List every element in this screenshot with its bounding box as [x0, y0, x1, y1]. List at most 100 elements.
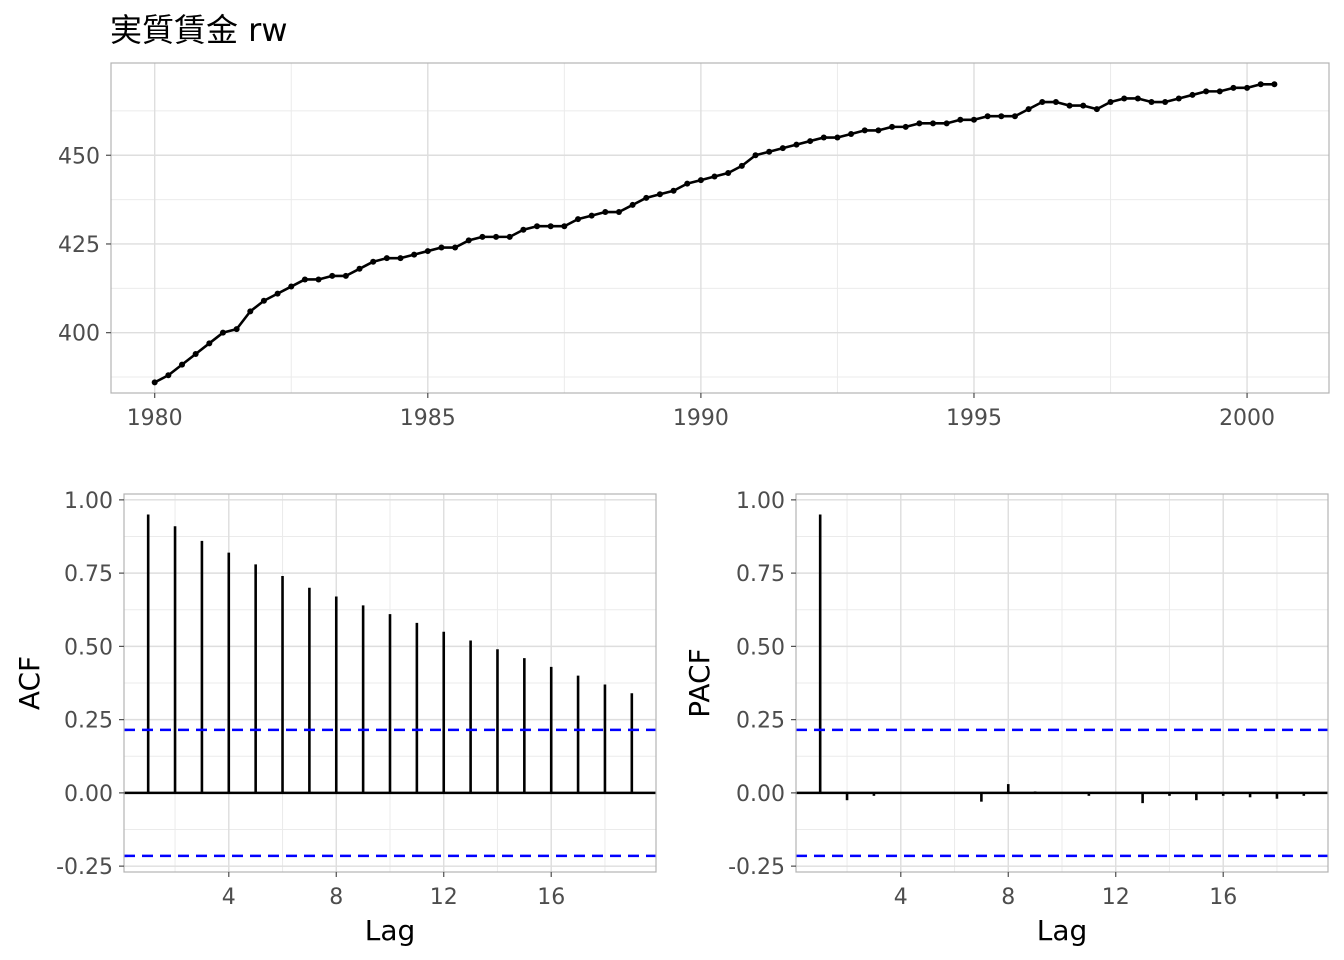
x-tick-label: 4 — [222, 885, 236, 910]
data-point — [219, 329, 226, 336]
data-point — [506, 233, 513, 240]
data-point — [561, 223, 568, 230]
data-point — [165, 372, 172, 379]
data-point — [998, 113, 1005, 120]
data-point — [902, 123, 909, 130]
data-point — [288, 283, 295, 290]
y-tick-label: 400 — [58, 322, 100, 347]
data-point — [916, 120, 923, 127]
y-tick-label: 0.00 — [736, 782, 785, 807]
data-point — [1216, 88, 1223, 95]
data-point — [656, 191, 663, 198]
x-axis-title: Lag — [1037, 914, 1088, 947]
data-point — [629, 201, 636, 208]
y-tick-label: 0.75 — [736, 562, 785, 587]
data-point — [206, 340, 213, 347]
data-point — [643, 194, 650, 201]
y-tick-label: 1.00 — [64, 489, 113, 514]
data-point — [1025, 106, 1032, 113]
x-tick-label: 4 — [894, 885, 908, 910]
y-tick-label: 450 — [58, 144, 100, 169]
data-point — [342, 272, 349, 279]
data-point — [383, 255, 390, 262]
x-tick-label: 1995 — [946, 406, 1002, 431]
data-point — [1162, 99, 1169, 106]
y-tick-label: -0.25 — [56, 855, 113, 880]
y-tick-label: 0.50 — [736, 635, 785, 660]
data-point — [329, 272, 336, 279]
data-point — [1107, 99, 1114, 106]
x-tick-label: 8 — [1001, 885, 1015, 910]
x-tick-label: 8 — [329, 885, 343, 910]
x-tick-label: 1985 — [400, 406, 456, 431]
data-point — [1093, 106, 1100, 113]
data-point — [820, 134, 827, 141]
data-point — [1066, 102, 1073, 109]
data-point — [766, 148, 773, 155]
y-axis-title: ACF — [13, 656, 46, 710]
data-point — [889, 123, 896, 130]
x-tick-label: 1990 — [673, 406, 729, 431]
data-point — [1148, 99, 1155, 106]
data-point — [1257, 81, 1264, 88]
data-point — [602, 209, 609, 216]
x-tick-label: 12 — [430, 885, 458, 910]
data-point — [1271, 81, 1278, 88]
data-point — [752, 152, 759, 159]
time-series-panel: 1980 1985 1990 1995 2000 400 425 450 — [58, 62, 1330, 431]
y-tick-label: -0.25 — [728, 855, 785, 880]
data-point — [1121, 95, 1128, 102]
data-point — [1230, 84, 1237, 91]
data-point — [779, 145, 786, 152]
data-point — [179, 361, 186, 368]
data-point — [875, 127, 882, 134]
data-point — [848, 130, 855, 137]
x-tick-label: 16 — [1209, 885, 1237, 910]
data-point — [424, 248, 431, 255]
data-point — [1203, 88, 1210, 95]
y-tick-label: 0.50 — [64, 635, 113, 660]
data-point — [1080, 102, 1087, 109]
data-point — [274, 290, 281, 297]
data-point — [615, 209, 622, 216]
plot-border — [123, 493, 657, 873]
data-point — [479, 233, 486, 240]
data-point — [452, 244, 459, 251]
series-line — [154, 82, 1275, 384]
data-point — [725, 170, 732, 176]
data-point — [697, 177, 704, 184]
y-tick-label: 0.25 — [64, 709, 113, 734]
data-point — [370, 258, 377, 265]
data-point — [984, 113, 991, 120]
data-point — [397, 255, 404, 262]
data-point — [411, 251, 418, 258]
data-point — [861, 127, 868, 134]
y-axis-title: PACF — [683, 648, 716, 717]
x-tick-label: 12 — [1102, 885, 1130, 910]
x-tick-label: 1980 — [127, 406, 183, 431]
y-tick-label: 1.00 — [736, 489, 785, 514]
data-point — [260, 297, 267, 304]
data-point — [301, 276, 308, 283]
data-point — [192, 350, 199, 357]
data-point — [684, 180, 691, 187]
data-point — [670, 187, 677, 194]
data-point — [834, 134, 841, 141]
data-point — [315, 276, 322, 283]
acf-panel: 4 8 12 16 -0.25 0.00 0.25 0.50 0.75 1.00 Lag ACF — [13, 489, 657, 947]
data-point — [1134, 95, 1141, 102]
data-point — [1244, 84, 1251, 91]
x-tick-label: 16 — [537, 885, 565, 910]
data-point — [356, 265, 363, 272]
pacf-panel: 4 8 12 16 -0.25 0.00 0.25 0.50 0.75 1.00 Lag PACF — [683, 489, 1329, 947]
data-point — [493, 233, 500, 240]
y-tick-label: 425 — [58, 233, 100, 258]
data-point — [151, 379, 158, 386]
data-point — [520, 226, 527, 233]
data-point — [547, 223, 554, 230]
data-point — [1011, 113, 1018, 120]
data-point — [711, 173, 718, 180]
x-tick-label: 2000 — [1219, 406, 1275, 431]
